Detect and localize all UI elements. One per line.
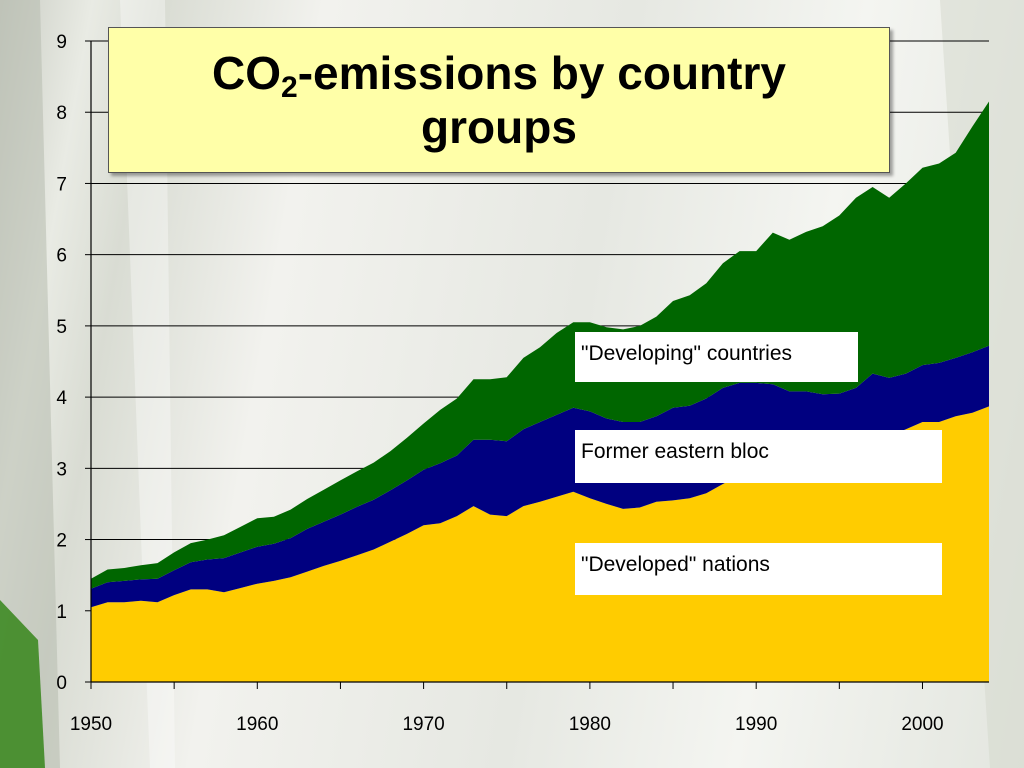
chart-title-box: CO2-emissions by country groups: [108, 27, 890, 173]
x-tick-label: 1980: [569, 714, 611, 735]
y-tick-label: 5: [56, 317, 67, 338]
y-tick-label: 7: [56, 174, 67, 195]
series-label-developed: "Developed" nations: [575, 543, 942, 595]
x-tick-label: 2000: [901, 714, 943, 735]
series-label-developing: "Developing" countries: [575, 332, 858, 382]
x-tick-label: 1990: [735, 714, 777, 735]
y-tick-label: 6: [56, 246, 67, 267]
y-tick-label: 4: [56, 388, 67, 409]
x-axis-ticks: 1950 1960 1970 1980 1990 2000: [70, 682, 944, 735]
y-tick-label: 0: [56, 673, 67, 694]
x-tick-label: 1960: [236, 714, 278, 735]
y-axis-ticks: 0 1 2 3 4 5 6 7 8 9: [56, 32, 91, 694]
x-tick-label: 1970: [402, 714, 444, 735]
area-series-1: [91, 345, 989, 608]
y-tick-label: 9: [56, 32, 67, 53]
chart-title: CO2-emissions by country groups: [212, 47, 786, 153]
y-tick-label: 1: [56, 602, 67, 623]
y-tick-label: 8: [56, 103, 67, 124]
y-tick-label: 2: [56, 531, 67, 552]
y-tick-label: 3: [56, 459, 67, 480]
series-label-eastern-bloc: Former eastern bloc: [575, 430, 942, 483]
x-tick-label: 1950: [70, 714, 112, 735]
